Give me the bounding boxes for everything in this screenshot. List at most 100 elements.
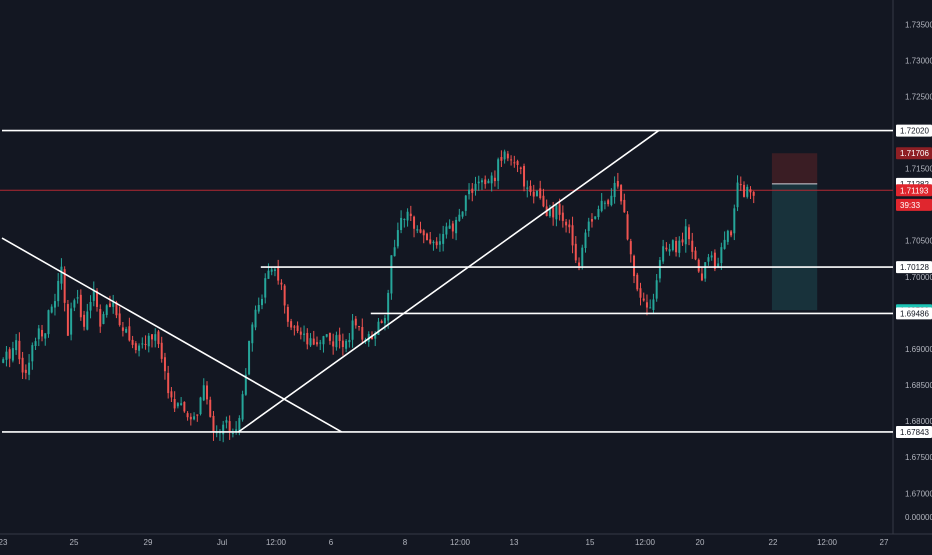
candle-body [53,301,56,308]
price-label-text: 1.70128 [900,263,929,272]
candle-body [332,341,335,347]
candle-body [267,270,270,279]
price-tick-label: 1.70500 [905,237,932,246]
candle-body [710,255,713,258]
candle-body [713,252,716,269]
candle-body [519,167,522,169]
candle-body [138,345,141,351]
price-tick-label: 1.72500 [905,92,932,101]
candle-body [277,267,280,281]
price-label-text: 1.71193 [900,186,929,195]
candle-body [477,181,480,184]
candle-body [532,191,535,197]
time-tick-label: 12:00 [266,538,287,547]
candle-body [629,241,632,255]
candle-body [141,343,144,345]
descending-trendline [1,237,343,433]
candle-body [535,191,538,197]
price-tick-label: 1.68500 [905,381,932,390]
candle-body [47,310,50,335]
candle-body [186,413,189,418]
candle-body [471,188,474,193]
candle-body [63,269,66,303]
time-tick-label: Jul [217,538,227,547]
candle-body [315,342,318,345]
candle-body [96,290,99,307]
candle-body [458,214,461,221]
candle-body [361,327,364,340]
candle-body [633,255,636,277]
candle-body [474,183,477,191]
candle-body [555,205,558,220]
price-label-badge [896,198,932,211]
candle-body [261,299,263,306]
candle-body [717,263,720,267]
candle-body [655,280,658,299]
candle-body [539,188,542,199]
candle-body [681,239,684,243]
candle-body [700,273,703,281]
candle-body [57,280,60,302]
candle-body [587,221,590,231]
candle-body [341,340,344,348]
candle-body [325,334,328,337]
candle-body [28,362,31,375]
candle-body [60,266,63,284]
candle-body [248,340,251,375]
price-label-text: 1.67843 [900,428,929,437]
candle-body [199,397,202,415]
candle-body [613,182,616,198]
candle-body [73,300,76,308]
candle-body [529,185,532,192]
price-tick-label: 1.69000 [905,345,932,354]
candle-body [503,151,506,160]
candle-body [222,424,225,435]
time-tick-label: 29 [144,538,153,547]
candle-body [396,230,399,247]
candle-body [513,162,516,164]
time-tick-label: 20 [696,538,705,547]
candle-body [571,225,574,246]
candle-body [484,179,487,185]
candle-body [574,243,577,261]
candle-body [212,415,215,433]
price-label-badge [896,261,932,274]
price-label-badge [896,124,932,137]
candle-body [510,159,513,161]
candle-body [516,161,519,166]
candle-body [406,211,409,221]
candle-body [354,318,357,326]
time-tick-label: 15 [586,538,595,547]
candle-body [607,200,610,205]
candle-body [493,177,496,182]
candle-body [623,199,626,213]
candle-body [377,321,380,335]
candle-body [21,357,24,373]
candle-body [665,247,668,250]
candle-body [154,334,157,341]
candle-body [144,343,147,345]
candle-body [461,211,464,217]
candle-body [645,302,648,308]
candle-body [383,318,386,324]
candle-body [8,349,11,359]
candle-body [105,305,108,315]
candle-body [50,306,53,313]
candle-body [254,309,257,328]
time-tick-label: 23 [0,538,8,547]
candle-body [743,184,746,197]
candle-body [322,336,325,345]
candle-body [147,335,150,347]
price-tick-label: 1.70000 [905,273,932,282]
time-tick-label: 8 [403,538,408,547]
candle-body [257,304,260,312]
candle-body [92,289,95,301]
time-tick-label: 27 [880,538,889,547]
candle-body [244,374,247,395]
candle-body [183,401,186,412]
candle-body [636,274,639,290]
candle-body [480,180,483,183]
candle-body [151,334,154,340]
